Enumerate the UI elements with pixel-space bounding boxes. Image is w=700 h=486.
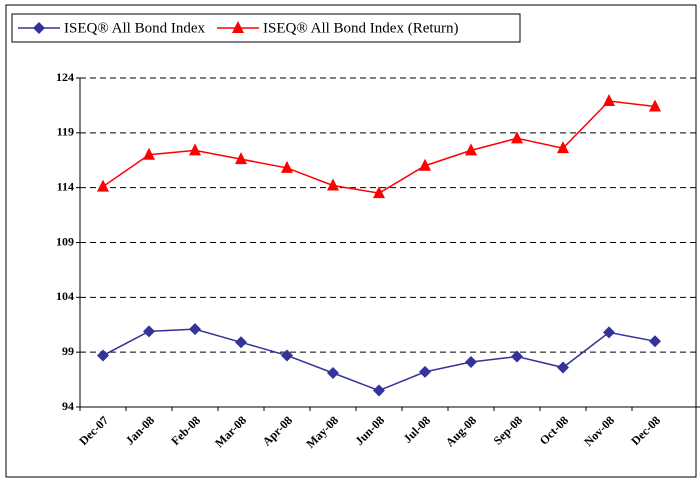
legend-label: ISEQ® All Bond Index xyxy=(64,20,205,36)
point xyxy=(419,365,431,378)
point xyxy=(97,179,109,192)
point xyxy=(557,361,569,374)
chart-border xyxy=(5,4,697,478)
point xyxy=(419,158,431,171)
point xyxy=(511,131,523,144)
point xyxy=(465,356,477,369)
point xyxy=(327,178,339,191)
point xyxy=(649,99,661,112)
point xyxy=(235,152,247,165)
point xyxy=(557,141,569,154)
legend-label: ISEQ® All Bond Index (Return) xyxy=(263,20,459,36)
y-tick-label: 99 xyxy=(62,344,74,358)
legend-box xyxy=(11,13,521,43)
y-tick-label: 114 xyxy=(57,179,74,193)
point xyxy=(511,350,523,363)
y-tick-label: 119 xyxy=(57,125,74,139)
y-tick-label: 109 xyxy=(56,234,74,248)
point xyxy=(189,143,201,156)
point xyxy=(235,336,247,349)
point xyxy=(373,186,385,199)
point xyxy=(97,349,109,362)
point xyxy=(603,94,615,107)
point xyxy=(603,326,615,339)
point xyxy=(465,143,477,156)
point xyxy=(231,21,244,33)
point xyxy=(373,384,385,397)
point xyxy=(281,160,293,173)
point xyxy=(143,325,155,338)
point xyxy=(327,367,339,380)
y-tick-label: 94 xyxy=(62,399,74,413)
point xyxy=(143,147,155,160)
y-tick-label: 104 xyxy=(56,289,74,303)
point xyxy=(281,349,293,362)
point xyxy=(33,22,45,34)
point xyxy=(649,335,661,348)
y-tick-label: 124 xyxy=(56,70,74,84)
point xyxy=(189,323,201,336)
